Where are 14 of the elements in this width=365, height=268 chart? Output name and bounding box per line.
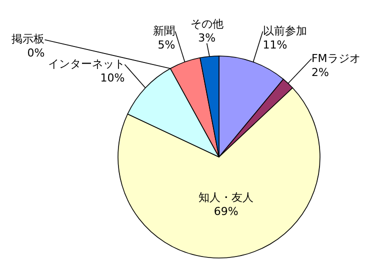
data-label: 5% — [158, 38, 176, 52]
data-label: 69% — [214, 204, 238, 218]
data-label: 10% — [100, 72, 125, 84]
slice-label: 新聞 — [153, 24, 176, 38]
data-label: 11% — [262, 38, 288, 52]
category-label: 掲示板 — [12, 32, 45, 46]
slice-label: FMラジオ — [312, 52, 360, 65]
slice-label: その他 — [190, 17, 224, 30]
text: 0% — [27, 46, 45, 60]
slice-label: 知人・友人 — [198, 190, 254, 204]
data-label: 3% — [198, 31, 216, 44]
slice-label: インターネット — [48, 58, 125, 70]
slice-label: 以前参加 — [262, 24, 307, 38]
data-label: 2% — [312, 66, 329, 79]
